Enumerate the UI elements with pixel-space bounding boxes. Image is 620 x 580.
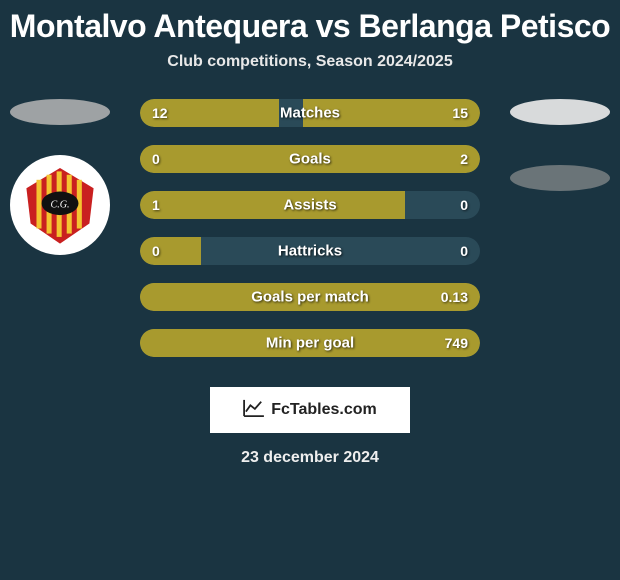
stat-row: 1 0 Assists (140, 191, 480, 219)
stat-left-value: 1 (152, 197, 160, 213)
stat-bars: 12 15 Matches 0 2 Goals 1 0 Assists 0 0 Hattricks 0.… (140, 99, 480, 357)
stat-label: Min per goal (266, 335, 354, 352)
svg-text:C.G.: C.G. (50, 200, 69, 211)
comparison-area: C.G. 12 15 Matches 0 2 Goals 1 0 Assists 0 0 Hattri… (0, 99, 620, 369)
stat-left-fill (140, 283, 259, 311)
stat-left-fill (140, 237, 201, 265)
stat-left-value: 0 (152, 151, 160, 167)
stat-right-value: 0 (460, 197, 468, 213)
left-player-column: C.G. (10, 99, 110, 255)
stat-right-value: 0 (460, 243, 468, 259)
right-player-column (510, 99, 610, 191)
stat-left-fill (140, 191, 405, 219)
stat-right-value: 2 (460, 151, 468, 167)
stat-left-fill (140, 145, 201, 173)
left-club-badge: C.G. (10, 155, 110, 255)
stat-label: Goals (289, 151, 331, 168)
brand-chart-icon (243, 399, 265, 422)
right-ellipse-2 (510, 165, 610, 191)
stat-label: Hattricks (278, 243, 342, 260)
left-ellipse-1 (10, 99, 110, 125)
right-ellipse-1 (510, 99, 610, 125)
stat-label: Assists (283, 197, 336, 214)
stat-left-value: 12 (152, 105, 168, 121)
stat-row: 0 0 Hattricks (140, 237, 480, 265)
stat-label: Matches (280, 105, 340, 122)
date-line: 23 december 2024 (0, 449, 620, 467)
brand-box: FcTables.com (210, 387, 410, 433)
stat-left-value: 0 (152, 243, 160, 259)
stat-right-value: 15 (452, 105, 468, 121)
stat-left-fill (140, 329, 276, 357)
stat-row: 749 Min per goal (140, 329, 480, 357)
stat-right-value: 0.13 (441, 289, 468, 305)
page-subtitle: Club competitions, Season 2024/2025 (0, 53, 620, 71)
stat-row: 0.13 Goals per match (140, 283, 480, 311)
stat-label: Goals per match (251, 289, 369, 306)
page-title: Montalvo Antequera vs Berlanga Petisco (0, 0, 620, 45)
stat-row: 12 15 Matches (140, 99, 480, 127)
brand-text: FcTables.com (271, 401, 377, 419)
stat-row: 0 2 Goals (140, 145, 480, 173)
stat-right-value: 749 (445, 335, 468, 351)
club-crest-icon: C.G. (18, 163, 102, 247)
